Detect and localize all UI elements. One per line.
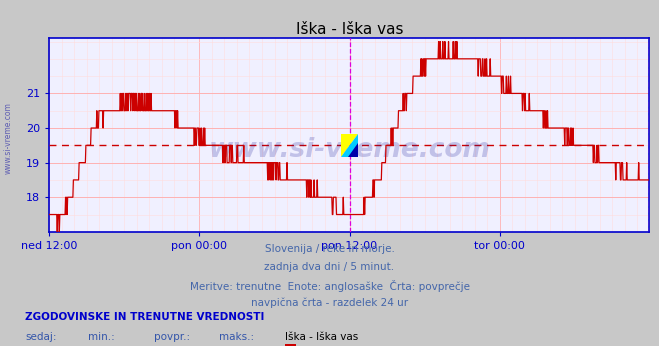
Polygon shape xyxy=(348,143,358,156)
Title: Iška - Iška vas: Iška - Iška vas xyxy=(295,22,403,37)
Text: maks.:: maks.: xyxy=(219,332,254,342)
Text: Meritve: trenutne  Enote: anglosaške  Črta: povprečje: Meritve: trenutne Enote: anglosaške Črta… xyxy=(190,280,469,292)
Text: zadnja dva dni / 5 minut.: zadnja dva dni / 5 minut. xyxy=(264,262,395,272)
Text: Iška - Iška vas: Iška - Iška vas xyxy=(285,332,358,342)
Text: navpična črta - razdelek 24 ur: navpična črta - razdelek 24 ur xyxy=(251,298,408,308)
Polygon shape xyxy=(341,134,358,156)
Text: ZGODOVINSKE IN TRENUTNE VREDNOSTI: ZGODOVINSKE IN TRENUTNE VREDNOSTI xyxy=(25,312,264,322)
Polygon shape xyxy=(341,134,358,156)
Text: min.:: min.: xyxy=(88,332,115,342)
Text: povpr.:: povpr.: xyxy=(154,332,190,342)
Text: www.si-vreme.com: www.si-vreme.com xyxy=(208,137,490,163)
Text: www.si-vreme.com: www.si-vreme.com xyxy=(3,102,13,174)
Text: Slovenija / reke in morje.: Slovenija / reke in morje. xyxy=(264,244,395,254)
Text: sedaj:: sedaj: xyxy=(25,332,57,342)
